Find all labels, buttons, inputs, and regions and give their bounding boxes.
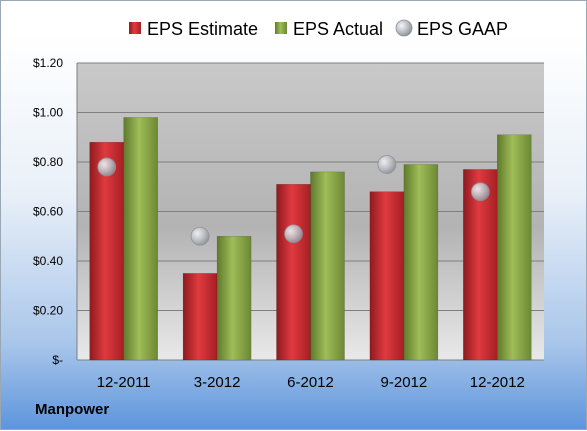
bar-eps-actual: [310, 171, 345, 361]
y-tick-label: $0.80: [33, 155, 63, 169]
company-label: Manpower: [35, 401, 110, 418]
y-tick-label: $-: [52, 353, 63, 367]
marker-eps-gaap: [190, 226, 210, 246]
legend-swatch: [395, 19, 413, 37]
marker-eps-gaap: [284, 224, 303, 244]
bar-eps-actual: [403, 164, 439, 361]
bar-eps-estimate: [369, 191, 405, 361]
y-axis: $- $0.20 $0.40 $0.60 $0.80 $1.00 $1.20: [33, 56, 78, 367]
y-tick-label: $0.40: [33, 254, 63, 268]
legend: EPS Estimate EPS Actual EPS GAAP: [129, 19, 508, 39]
bar-eps-actual: [497, 134, 532, 361]
bar-eps-actual: [216, 236, 252, 361]
marker-eps-gaap: [470, 182, 490, 202]
y-tick-label: $0.60: [33, 205, 63, 219]
marker-eps-gaap: [97, 157, 117, 177]
legend-label: EPS GAAP: [417, 19, 508, 39]
bar-eps-estimate: [276, 184, 311, 361]
y-tick-label: $1.00: [33, 106, 63, 120]
marker-eps-gaap: [377, 155, 397, 174]
bar-eps-estimate: [463, 169, 498, 361]
legend-swatch: [129, 22, 141, 34]
bar-eps-estimate: [89, 141, 124, 361]
y-tick-label: $0.20: [33, 304, 63, 318]
x-axis: 12-2011 3-2012 6-2012 9-2012 12-2012: [97, 374, 525, 391]
bar-eps-actual: [123, 117, 158, 361]
x-tick-label: 6-2012: [287, 374, 334, 391]
bars: [89, 117, 532, 361]
bar-eps-estimate: [182, 273, 218, 361]
y-tick-label: $1.20: [33, 56, 63, 70]
legend-swatch: [275, 22, 287, 34]
legend-label: EPS Estimate: [147, 19, 258, 39]
x-tick-label: 3-2012: [194, 374, 241, 391]
gaap-markers: [97, 155, 490, 246]
x-tick-label: 12-2012: [470, 374, 525, 391]
legend-label: EPS Actual: [293, 19, 383, 39]
x-tick-label: 12-2011: [97, 374, 151, 391]
x-tick-label: 9-2012: [381, 374, 428, 391]
